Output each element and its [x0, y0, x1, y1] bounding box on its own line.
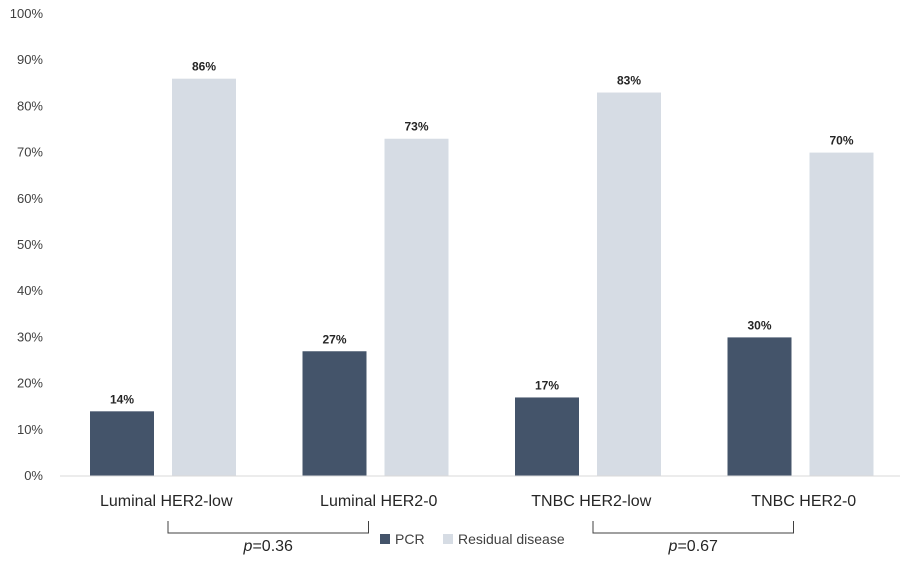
data-label: 70%	[829, 134, 853, 148]
y-tick-label: 80%	[17, 98, 43, 113]
x-tick-label: TNBC HER2-low	[531, 493, 651, 510]
y-tick-label: 40%	[17, 283, 43, 298]
p-value-brackets: p=0.36 p=0.67	[167, 521, 794, 555]
y-tick-label: 30%	[17, 329, 43, 344]
y-tick-label: 50%	[17, 237, 43, 252]
x-tick-label: Luminal HER2-low	[100, 493, 233, 510]
bar-pcr	[302, 351, 367, 476]
legend-swatch	[380, 534, 390, 544]
y-tick-label: 20%	[17, 376, 43, 391]
p-value-label: p=0.36	[243, 538, 293, 555]
data-label: 30%	[747, 318, 771, 332]
p-value-label: p=0.67	[668, 538, 718, 555]
data-label: 83%	[617, 74, 641, 88]
x-axis: Luminal HER2-low Luminal HER2-0 TNBC HER2-…	[100, 493, 856, 510]
p-value-bracket	[592, 521, 794, 534]
bar-pcr	[515, 397, 579, 476]
y-tick-label: 60%	[17, 191, 43, 206]
bar-pcr	[727, 337, 792, 476]
bars	[90, 78, 874, 477]
data-label: 73%	[404, 120, 428, 134]
legend-swatch	[443, 534, 453, 544]
legend-label: Residual disease	[458, 531, 565, 547]
legend-label: PCR	[395, 531, 425, 547]
p-value-bracket	[167, 521, 369, 534]
y-tick-label: 100%	[10, 6, 44, 21]
y-tick-label: 10%	[17, 422, 43, 437]
bar-residual-disease	[384, 138, 449, 477]
y-tick-label: 0%	[24, 468, 43, 483]
data-label: 14%	[110, 392, 134, 406]
data-labels: 14% 86% 27% 73% 17% 83% 30% 70%	[110, 60, 854, 407]
x-tick-label: TNBC HER2-0	[751, 493, 856, 510]
bar-residual-disease	[597, 92, 661, 476]
y-axis: 0% 10% 20% 30% 40% 50% 60% 70% 80% 90% 100%	[10, 6, 44, 483]
y-tick-label: 90%	[17, 52, 43, 67]
x-tick-label: Luminal HER2-0	[320, 493, 437, 510]
bar-residual-disease	[809, 152, 874, 476]
data-label: 17%	[535, 378, 559, 392]
legend: PCR Residual disease	[380, 531, 565, 547]
data-label: 86%	[192, 60, 216, 74]
bar-residual-disease	[172, 78, 236, 477]
data-label: 27%	[322, 332, 346, 346]
y-tick-label: 70%	[17, 145, 43, 160]
bar-pcr	[90, 411, 154, 476]
